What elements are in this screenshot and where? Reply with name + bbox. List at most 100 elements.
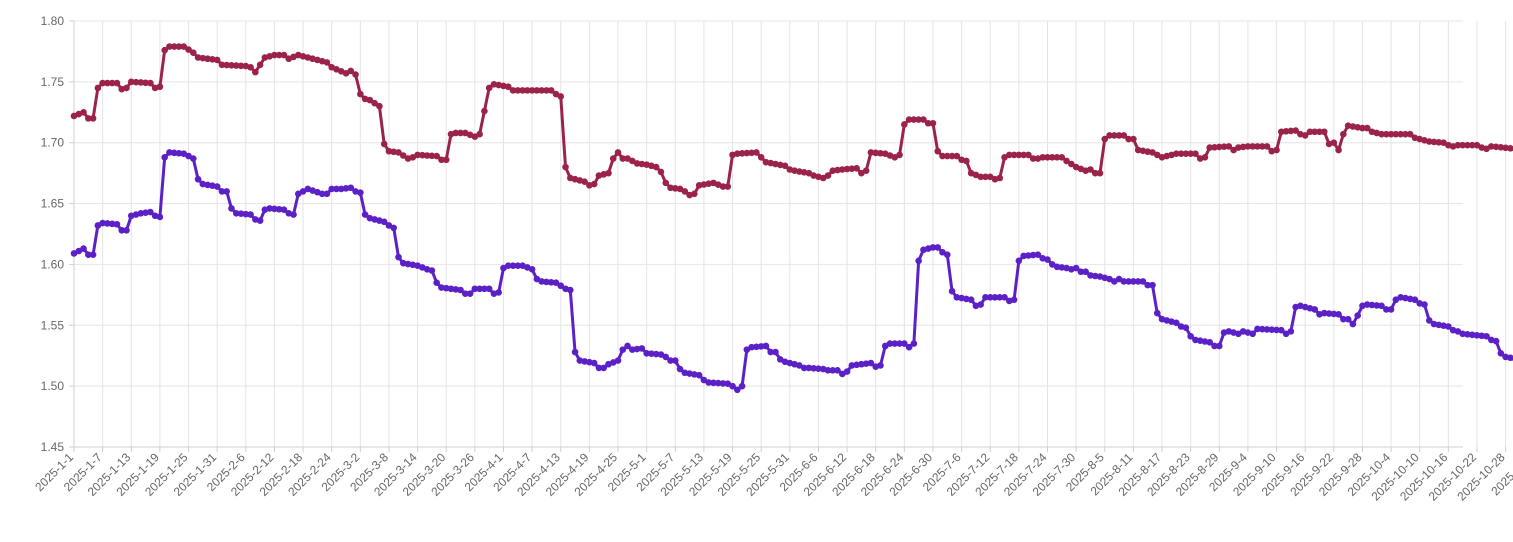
data-point[interactable]: [977, 301, 984, 308]
data-point[interactable]: [619, 346, 627, 353]
data-point[interactable]: [237, 210, 245, 218]
data-point[interactable]: [1330, 139, 1338, 147]
data-point[interactable]: [395, 149, 402, 156]
data-point[interactable]: [1468, 331, 1476, 339]
data-point[interactable]: [442, 156, 450, 164]
data-point[interactable]: [614, 357, 622, 364]
data-point[interactable]: [1206, 339, 1214, 346]
data-point[interactable]: [1483, 332, 1490, 340]
data-point[interactable]: [266, 205, 273, 212]
data-point[interactable]: [1335, 311, 1342, 318]
data-point[interactable]: [1048, 154, 1056, 161]
data-point[interactable]: [161, 46, 168, 54]
data-point[interactable]: [1425, 138, 1433, 145]
data-point[interactable]: [1225, 143, 1233, 150]
data-point[interactable]: [1383, 306, 1390, 313]
data-point[interactable]: [1507, 354, 1513, 362]
data-point[interactable]: [929, 119, 937, 127]
data-point[interactable]: [1001, 293, 1008, 301]
data-point[interactable]: [428, 267, 436, 274]
data-point[interactable]: [624, 342, 631, 350]
data-point[interactable]: [1363, 124, 1371, 132]
data-point[interactable]: [719, 380, 727, 387]
data-point[interactable]: [1192, 150, 1199, 157]
data-point[interactable]: [905, 343, 913, 351]
data-point[interactable]: [132, 78, 140, 86]
data-point[interactable]: [657, 168, 665, 176]
data-point[interactable]: [838, 166, 846, 173]
data-point[interactable]: [924, 119, 932, 127]
data-point[interactable]: [290, 211, 297, 218]
data-point[interactable]: [1392, 130, 1400, 138]
data-point[interactable]: [734, 386, 741, 394]
data-point[interactable]: [1311, 128, 1319, 136]
data-point[interactable]: [85, 251, 92, 258]
data-point[interactable]: [428, 152, 436, 160]
data-point[interactable]: [433, 152, 440, 160]
data-point[interactable]: [504, 262, 512, 269]
data-point[interactable]: [247, 211, 254, 218]
data-point[interactable]: [399, 152, 407, 159]
data-point[interactable]: [896, 340, 903, 347]
data-point[interactable]: [1320, 128, 1328, 136]
data-point[interactable]: [457, 129, 464, 137]
data-point[interactable]: [323, 59, 331, 66]
data-point[interactable]: [462, 290, 469, 297]
data-point[interactable]: [1010, 296, 1018, 304]
data-point[interactable]: [762, 342, 770, 350]
data-point[interactable]: [986, 293, 994, 301]
data-point[interactable]: [347, 184, 355, 192]
data-point[interactable]: [662, 179, 670, 187]
data-point[interactable]: [1025, 151, 1032, 159]
data-point[interactable]: [352, 71, 359, 78]
data-point[interactable]: [781, 162, 789, 170]
data-point[interactable]: [772, 348, 779, 356]
data-point[interactable]: [557, 93, 565, 100]
data-point[interactable]: [1397, 130, 1404, 138]
data-point[interactable]: [1273, 146, 1280, 154]
data-point[interactable]: [743, 149, 751, 157]
data-point[interactable]: [1411, 296, 1419, 304]
data-point[interactable]: [1301, 132, 1309, 139]
data-point[interactable]: [547, 87, 555, 94]
data-point[interactable]: [929, 244, 937, 251]
data-point[interactable]: [753, 149, 760, 156]
data-point[interactable]: [547, 278, 555, 286]
data-point[interactable]: [953, 152, 961, 160]
data-point[interactable]: [223, 188, 230, 195]
data-point[interactable]: [223, 61, 230, 69]
data-point[interactable]: [1258, 325, 1266, 333]
data-point[interactable]: [1096, 169, 1104, 177]
data-point[interactable]: [1082, 268, 1089, 276]
data-point[interactable]: [566, 286, 574, 294]
data-point[interactable]: [676, 365, 684, 373]
data-point[interactable]: [1215, 342, 1223, 350]
data-point[interactable]: [190, 155, 197, 162]
data-point[interactable]: [376, 102, 383, 110]
data-point[interactable]: [638, 345, 646, 352]
data-point[interactable]: [1111, 132, 1118, 139]
data-point[interactable]: [1273, 326, 1280, 334]
data-point[interactable]: [366, 96, 374, 104]
data-point[interactable]: [662, 353, 670, 361]
data-point[interactable]: [800, 364, 808, 372]
data-point[interactable]: [1091, 169, 1099, 177]
data-point[interactable]: [1502, 144, 1509, 152]
data-point[interactable]: [810, 364, 817, 372]
data-point[interactable]: [872, 149, 879, 157]
data-point[interactable]: [1278, 326, 1285, 334]
data-point[interactable]: [1044, 154, 1051, 161]
data-point[interactable]: [156, 213, 164, 221]
data-point[interactable]: [1020, 151, 1027, 159]
data-point[interactable]: [1464, 330, 1471, 338]
data-point[interactable]: [1130, 278, 1137, 285]
data-point[interactable]: [108, 79, 116, 87]
data-point[interactable]: [137, 79, 145, 86]
data-point[interactable]: [1173, 150, 1180, 157]
data-point[interactable]: [834, 367, 841, 374]
data-point[interactable]: [1335, 146, 1342, 154]
data-point[interactable]: [395, 253, 402, 261]
data-point[interactable]: [333, 185, 340, 193]
data-point[interactable]: [1058, 154, 1066, 161]
data-point[interactable]: [1507, 145, 1513, 152]
